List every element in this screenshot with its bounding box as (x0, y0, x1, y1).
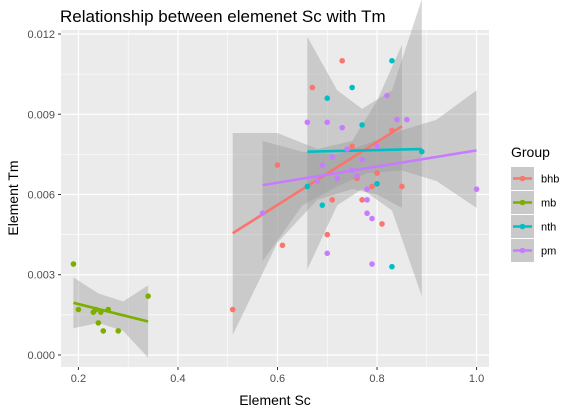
x-axis-title: Element Sc (239, 392, 311, 408)
legend-label-mb: mb (541, 198, 556, 210)
point-nth (319, 202, 326, 208)
plot-panel (61, 30, 489, 367)
x-tick-label: 0.8 (369, 373, 384, 385)
y-tick-label: 0.012 (27, 29, 55, 41)
point-bhb (279, 242, 286, 249)
point-pm (384, 92, 390, 99)
data-points (70, 57, 480, 334)
point-pm (339, 124, 345, 131)
point-bhb (309, 84, 316, 91)
legend-point-mb (519, 199, 526, 206)
y-axis-title: Element Tm (5, 160, 21, 235)
point-mb (105, 306, 112, 313)
point-pm (354, 172, 360, 179)
point-bhb (329, 197, 336, 203)
point-bhb (379, 221, 385, 227)
point-mb (70, 261, 77, 267)
confidence-band-bhb (232, 44, 402, 335)
point-pm (324, 250, 331, 257)
point-pm (369, 215, 375, 222)
legend-label-pm: pm (541, 246, 556, 258)
point-bhb (339, 57, 345, 64)
point-pm (259, 210, 266, 217)
point-mb (95, 320, 102, 326)
point-bhb (374, 170, 380, 176)
y-tick-label: 0.009 (27, 109, 55, 121)
point-nth (419, 148, 425, 155)
legend-point-bhb (519, 175, 526, 182)
point-pm (364, 197, 370, 203)
y-tick-label: 0.006 (27, 189, 55, 201)
point-pm (394, 116, 400, 123)
point-mb (75, 306, 82, 313)
point-mb (115, 328, 122, 334)
point-pm (374, 143, 380, 150)
x-tick-label: 0.2 (71, 373, 86, 385)
legend-point-pm (519, 247, 526, 254)
point-mb (93, 306, 99, 313)
point-bhb (399, 183, 405, 190)
point-nth (359, 122, 365, 128)
legend-label-nth: nth (541, 222, 556, 234)
confidence-band-nth (307, 0, 422, 297)
point-nth (324, 95, 331, 102)
point-pm (319, 162, 326, 168)
x-tick-label: 0.4 (170, 373, 185, 385)
point-bhb (349, 143, 355, 150)
chart-title: Relationship between elemenet Sc with Tm (60, 7, 386, 26)
point-mb (98, 309, 104, 315)
y-axis-ticks: 0.000 0.003 0.006 0.009 0.012 (27, 29, 61, 362)
legend-point-nth (519, 223, 526, 230)
point-nth (389, 263, 395, 270)
confidence-band-pm (262, 90, 477, 262)
point-bhb (229, 306, 236, 313)
point-pm (369, 261, 375, 267)
point-pm (359, 156, 365, 163)
fit-line-mb (73, 301, 149, 323)
point-pm (314, 178, 321, 184)
legend: Group bhb mb nth pm (511, 144, 559, 262)
point-bhb (389, 127, 395, 134)
point-pm (473, 186, 480, 192)
gridlines (61, 30, 489, 367)
x-axis-ticks: 0.2 0.4 0.6 0.8 1.0 (71, 367, 484, 385)
point-nth (374, 180, 380, 187)
x-tick-label: 0.6 (270, 373, 285, 385)
point-pm (364, 210, 370, 217)
point-nth (389, 57, 395, 64)
fit-line-pm (262, 149, 477, 187)
point-pm (349, 167, 355, 174)
fit-line-nth (307, 147, 422, 153)
x-tick-label: 1.0 (469, 373, 484, 385)
point-nth (349, 84, 355, 91)
point-pm (329, 154, 336, 160)
point-bhb (369, 183, 375, 190)
confidence-band-mb (73, 277, 149, 358)
point-mb (145, 293, 151, 299)
point-pm (324, 119, 331, 126)
y-tick-label: 0.003 (27, 270, 55, 282)
point-pm (364, 186, 370, 192)
point-mb (100, 328, 107, 334)
point-bhb (324, 231, 331, 238)
point-pm (304, 119, 311, 126)
confidence-bands (73, 0, 477, 358)
point-nth (304, 183, 311, 190)
point-bhb (359, 197, 365, 203)
point-bhb (274, 162, 281, 168)
legend-label-bhb: bhb (541, 174, 559, 186)
point-pm (334, 175, 341, 182)
point-pm (404, 116, 410, 123)
legend-title: Group (511, 144, 550, 160)
y-tick-label: 0.000 (27, 350, 55, 362)
point-pm (344, 146, 350, 152)
